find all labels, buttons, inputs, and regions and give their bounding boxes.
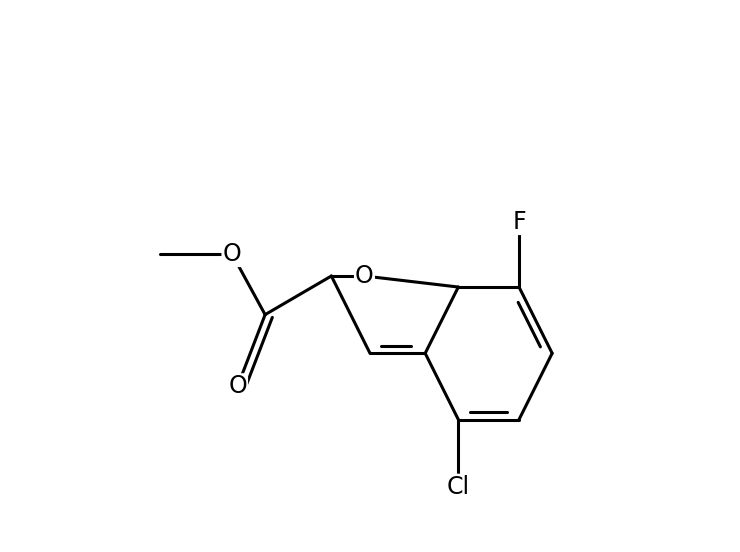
Text: O: O <box>223 242 241 266</box>
Text: O: O <box>228 374 247 399</box>
Text: F: F <box>512 210 526 234</box>
Text: O: O <box>355 264 374 288</box>
Text: Cl: Cl <box>447 475 470 499</box>
